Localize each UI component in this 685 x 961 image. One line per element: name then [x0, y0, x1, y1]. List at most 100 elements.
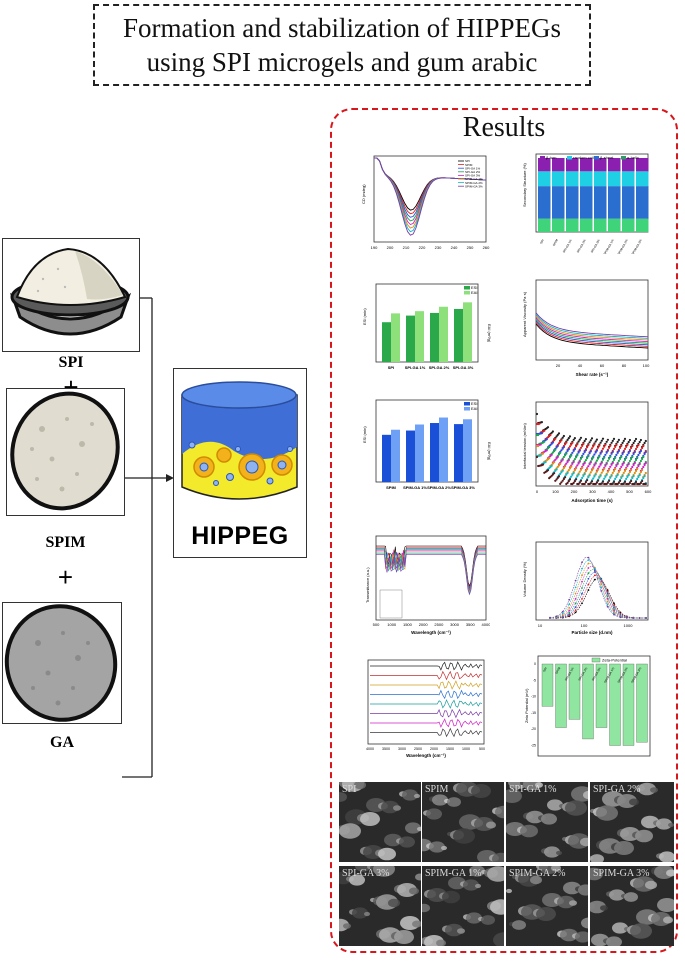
secondary-bar-segment	[608, 186, 621, 219]
eai-bar	[439, 417, 448, 482]
tension-point	[634, 480, 638, 484]
tension-point	[601, 458, 605, 461]
tension-point	[593, 475, 596, 478]
tension-point	[627, 440, 630, 444]
ftir2-xtick: 2500	[414, 747, 422, 751]
tension-point	[590, 458, 594, 461]
tension-point	[571, 451, 574, 454]
esi-xtick: SPIM-GA 1%	[403, 485, 427, 490]
tension-point	[570, 454, 573, 457]
secondary-legend-entry: α-helix	[627, 155, 639, 160]
esi-legend-entry: ESI	[471, 285, 477, 290]
tension-point	[564, 476, 567, 479]
secondary-xtick: SPI-GA 1%	[562, 238, 573, 253]
secondary-bar-segment	[594, 171, 607, 187]
psd-xtick: 100	[581, 623, 588, 628]
psd-point	[587, 556, 590, 559]
tension-point	[611, 439, 614, 442]
tension-point	[620, 444, 623, 447]
psd-series-line	[549, 571, 646, 619]
tension-point	[626, 475, 629, 478]
tension-point	[581, 476, 584, 479]
tension-point	[559, 472, 562, 475]
sem-image: SPI-GA 1%	[506, 782, 588, 862]
viscosity-xtick: 20	[556, 363, 561, 368]
tension-point	[555, 468, 558, 471]
tension-point	[567, 459, 570, 462]
sem-label: SPI-GA 1%	[509, 784, 557, 795]
esi-bar	[382, 434, 391, 482]
tension-point	[583, 439, 586, 443]
zeta-legend: Zeta-Potential	[602, 658, 627, 663]
tension-point	[634, 458, 638, 462]
tension-point	[587, 455, 590, 458]
viscosity-ylabel: Apparent Viscosity (Pa·s)	[522, 291, 527, 337]
tension-point	[605, 462, 608, 465]
sem-image: SPI-GA 2%	[590, 782, 674, 862]
results-title: Results	[462, 112, 546, 143]
tension-xtick: 400	[608, 489, 615, 494]
tension-point	[568, 467, 572, 470]
tension-point	[566, 460, 569, 463]
tension-point	[609, 476, 612, 479]
cd-legend-entry: SPIM-GA 1%	[465, 177, 483, 181]
tension-point	[548, 446, 551, 449]
tension-point	[631, 476, 634, 480]
tension-point	[577, 473, 580, 476]
tension-point	[542, 463, 545, 466]
tension-point	[535, 455, 539, 459]
cd-legend-entry: SPIM-GA 2%	[465, 181, 483, 185]
tension-point	[612, 437, 616, 440]
esi-xtick: SPI-GA 1%	[405, 365, 426, 370]
tension-point	[555, 446, 558, 449]
title-line-2: using SPI microgels and gum arabic	[146, 47, 538, 77]
tension-point	[578, 481, 581, 484]
secondary-bar-segment	[622, 171, 635, 187]
tension-point	[603, 445, 606, 448]
tension-point	[582, 452, 585, 455]
tension-point	[597, 468, 600, 471]
tension-point	[577, 462, 580, 465]
tension-point	[561, 469, 564, 472]
cd-xtick: 250	[467, 245, 474, 250]
tension-point	[599, 474, 602, 477]
tension-point	[625, 477, 628, 480]
tension-point	[610, 463, 613, 466]
tension-point	[597, 446, 600, 449]
cd-xtick: 230	[435, 245, 442, 250]
secondary-legend-entry: β-sheet	[600, 155, 614, 160]
tension-point	[600, 450, 603, 453]
tension-point	[582, 474, 585, 477]
tension-point	[644, 461, 647, 465]
ftir2-series-line	[370, 718, 483, 728]
tension-point	[561, 447, 564, 450]
ftir2-xtick: 1500	[446, 747, 454, 751]
tension-point	[633, 450, 636, 454]
tension-point	[554, 437, 557, 440]
psd-series-line	[549, 559, 646, 619]
ftir2-xtick: 500	[479, 747, 485, 751]
tension-point	[544, 460, 547, 464]
tension-point	[557, 475, 561, 478]
tension-point	[611, 471, 614, 474]
tension-xtick: 500	[626, 489, 633, 494]
tension-point	[617, 449, 620, 452]
tension-point	[609, 455, 612, 458]
secondary-bar-segment	[580, 158, 593, 172]
tension-point	[620, 476, 623, 479]
secondary-legend-swatch	[540, 156, 545, 160]
ftir1-xtick: 4000	[482, 622, 490, 627]
zeta-ytick: -5	[533, 678, 536, 682]
spi-label: SPI	[58, 354, 84, 371]
cd-xtick: 220	[419, 245, 426, 250]
results-panel	[330, 108, 678, 953]
tension-point	[626, 464, 629, 467]
cd-xtick: 200	[387, 245, 394, 250]
tension-point	[608, 457, 611, 460]
tension-point	[538, 422, 541, 425]
tension-point	[636, 467, 639, 471]
tension-point	[572, 438, 575, 441]
cd-ylabel: CD (mdeg)	[361, 184, 366, 204]
tension-point	[627, 451, 630, 455]
secondary-bar-segment	[566, 171, 579, 187]
